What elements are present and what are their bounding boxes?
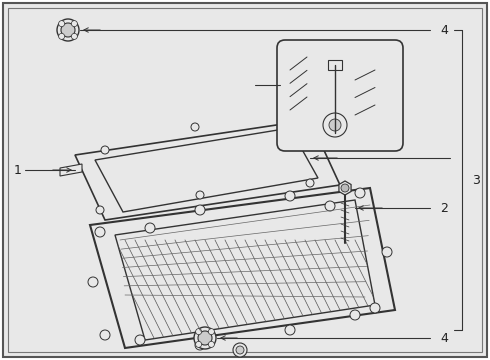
Circle shape xyxy=(194,327,216,349)
PathPatch shape xyxy=(95,128,318,212)
Circle shape xyxy=(135,335,145,345)
Circle shape xyxy=(355,188,365,198)
Circle shape xyxy=(196,341,202,347)
Text: 3: 3 xyxy=(472,174,480,186)
Polygon shape xyxy=(339,181,351,195)
Circle shape xyxy=(145,223,155,233)
Circle shape xyxy=(96,206,104,214)
Circle shape xyxy=(208,341,214,347)
PathPatch shape xyxy=(90,188,395,348)
Circle shape xyxy=(285,325,295,335)
Text: 2: 2 xyxy=(440,202,448,215)
Circle shape xyxy=(196,329,202,335)
Polygon shape xyxy=(60,164,82,176)
Circle shape xyxy=(325,201,335,211)
Circle shape xyxy=(59,33,65,39)
Circle shape xyxy=(72,21,77,27)
Circle shape xyxy=(306,179,314,187)
Circle shape xyxy=(329,119,341,131)
Circle shape xyxy=(59,21,65,27)
Circle shape xyxy=(72,33,77,39)
Circle shape xyxy=(233,343,247,357)
PathPatch shape xyxy=(115,200,375,340)
Text: 4: 4 xyxy=(440,332,448,345)
Circle shape xyxy=(61,23,75,37)
PathPatch shape xyxy=(75,120,340,220)
Circle shape xyxy=(88,277,98,287)
Circle shape xyxy=(191,123,199,131)
Circle shape xyxy=(285,191,295,201)
Circle shape xyxy=(350,310,360,320)
Text: 4: 4 xyxy=(440,23,448,36)
Circle shape xyxy=(370,303,380,313)
Circle shape xyxy=(341,184,349,192)
Circle shape xyxy=(100,330,110,340)
Circle shape xyxy=(195,205,205,215)
Circle shape xyxy=(101,146,109,154)
Circle shape xyxy=(208,329,214,335)
Circle shape xyxy=(196,191,204,199)
Circle shape xyxy=(198,331,212,345)
Circle shape xyxy=(95,227,105,237)
Circle shape xyxy=(382,247,392,257)
Bar xyxy=(328,60,342,70)
Circle shape xyxy=(286,121,294,129)
Circle shape xyxy=(323,113,347,137)
Circle shape xyxy=(195,340,205,350)
Circle shape xyxy=(236,346,244,354)
Text: 1: 1 xyxy=(14,163,22,176)
FancyBboxPatch shape xyxy=(277,40,403,151)
Circle shape xyxy=(57,19,79,41)
